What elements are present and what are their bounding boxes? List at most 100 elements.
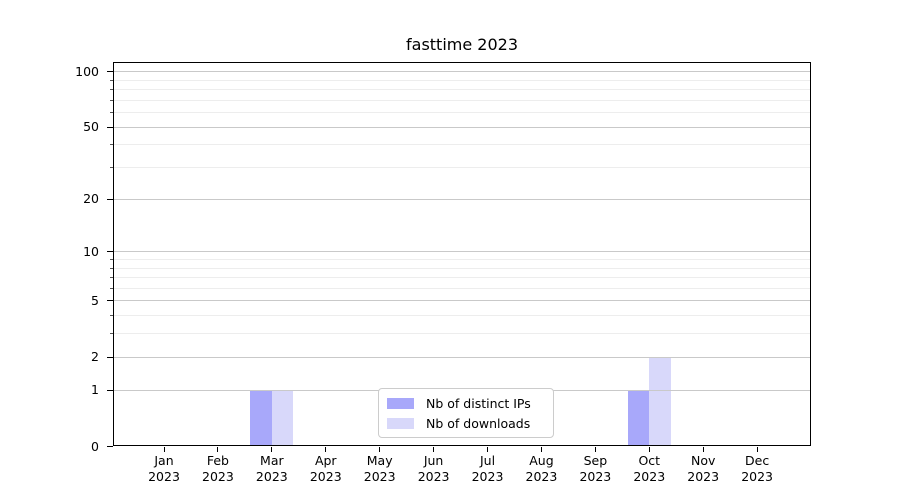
y-tick [107, 389, 113, 391]
x-tick-month: Mar [260, 453, 284, 468]
x-tick [217, 447, 219, 452]
x-tick-label: Jul 2023 [460, 453, 516, 484]
gridline-minor [113, 267, 811, 269]
y-minor-tick [110, 315, 113, 317]
y-minor-tick [110, 267, 113, 269]
y-tick [107, 71, 113, 73]
y-tick [107, 251, 113, 253]
x-tick-month: Jan [154, 453, 174, 468]
x-tick [594, 447, 596, 452]
x-tick-year: 2023 [471, 468, 504, 484]
x-tick-label: Feb 2023 [190, 453, 246, 484]
x-tick-year: 2023 [417, 468, 450, 484]
y-minor-tick [110, 287, 113, 289]
x-tick-month: Feb [206, 453, 229, 468]
x-tick-label: Nov 2023 [675, 453, 731, 484]
x-tick-month: Sep [583, 453, 608, 468]
y-tick-label: 2 [91, 349, 99, 365]
bar-nb-of-distinct-ips [250, 389, 272, 446]
x-tick [325, 447, 327, 452]
x-tick-month: Jul [479, 453, 496, 468]
y-minor-tick [110, 258, 113, 260]
y-minor-tick [110, 333, 113, 335]
y-tick [107, 300, 113, 302]
gridline-major [113, 356, 811, 358]
x-tick-year: 2023 [202, 468, 234, 484]
gridline-minor [113, 89, 811, 91]
x-tick-year: 2023 [363, 468, 396, 484]
y-tick [107, 446, 113, 447]
x-tick-year: 2023 [741, 468, 774, 484]
y-minor-tick [110, 89, 113, 91]
y-tick-label: 100 [75, 63, 99, 79]
gridline-major [113, 300, 811, 302]
bar-nb-of-distinct-ips [627, 389, 650, 446]
gridline-major [113, 71, 811, 73]
gridline-major [113, 251, 811, 253]
y-minor-tick [110, 79, 113, 81]
chart-title: fasttime 2023 [406, 35, 518, 54]
x-tick-label: Mar 2023 [244, 453, 300, 484]
x-tick-label: Apr 2023 [298, 453, 354, 484]
x-tick-label: Sep 2023 [567, 453, 623, 484]
x-tick-year: 2023 [525, 468, 558, 484]
x-tick [433, 447, 435, 452]
x-tick [540, 447, 542, 452]
y-tick [107, 126, 113, 128]
x-tick-label: Jan 2023 [136, 453, 192, 484]
x-tick-month: Oct [638, 453, 661, 468]
gridline-minor [113, 258, 811, 260]
x-tick-month: May [366, 453, 393, 468]
y-minor-tick [110, 144, 113, 146]
y-tick-label: 5 [91, 292, 99, 308]
x-tick-label: Oct 2023 [621, 453, 677, 484]
y-tick-label: 0 [91, 438, 99, 454]
x-tick-year: 2023 [687, 468, 720, 484]
x-tick [163, 447, 165, 452]
x-tick-label: May 2023 [352, 453, 408, 484]
x-tick-label: Aug 2023 [513, 453, 569, 484]
y-minor-tick [110, 167, 113, 169]
legend-item-distinct-ips: Nb of distinct IPs [387, 396, 545, 411]
legend-label-downloads: Nb of downloads [426, 415, 531, 431]
gridline-minor [113, 79, 811, 81]
legend-item-downloads: Nb of downloads [387, 416, 545, 431]
gridline-minor [113, 277, 811, 279]
y-minor-tick [110, 277, 113, 279]
bar-nb-of-downloads [649, 356, 671, 446]
plot-area [113, 62, 811, 446]
legend: Nb of distinct IPs Nb of downloads [378, 388, 554, 438]
x-tick-month: Nov [690, 453, 716, 468]
legend-swatch-distinct-ips [387, 397, 414, 409]
gridline-minor [113, 333, 811, 335]
legend-label-distinct-ips: Nb of distinct IPs [426, 395, 531, 411]
gridline-minor [113, 144, 811, 146]
gridline-minor [113, 112, 811, 114]
x-tick-year: 2023 [579, 468, 612, 484]
y-tick [107, 356, 113, 358]
x-tick [379, 447, 381, 452]
y-minor-tick [110, 99, 113, 101]
x-tick-month: Aug [529, 453, 554, 468]
y-tick [107, 198, 113, 200]
x-tick [702, 447, 704, 452]
y-tick-label: 50 [83, 119, 99, 135]
gridline-major [113, 198, 811, 200]
x-tick-year: 2023 [255, 468, 288, 484]
y-tick-label: 20 [83, 191, 99, 207]
bar-nb-of-downloads [271, 389, 294, 446]
y-tick-label: 1 [91, 382, 99, 398]
legend-swatch-downloads [387, 417, 414, 429]
x-tick-month: Jun [423, 453, 444, 468]
x-tick-month: Dec [745, 453, 770, 468]
x-tick-label: Jun 2023 [406, 453, 462, 484]
y-minor-tick [110, 112, 113, 114]
gridline-minor [113, 99, 811, 101]
gridline-minor [113, 167, 811, 169]
x-tick-month: Apr [314, 453, 337, 468]
x-tick-year: 2023 [309, 468, 342, 484]
x-tick [487, 447, 489, 452]
x-tick-year: 2023 [148, 468, 180, 484]
x-tick [648, 447, 650, 452]
